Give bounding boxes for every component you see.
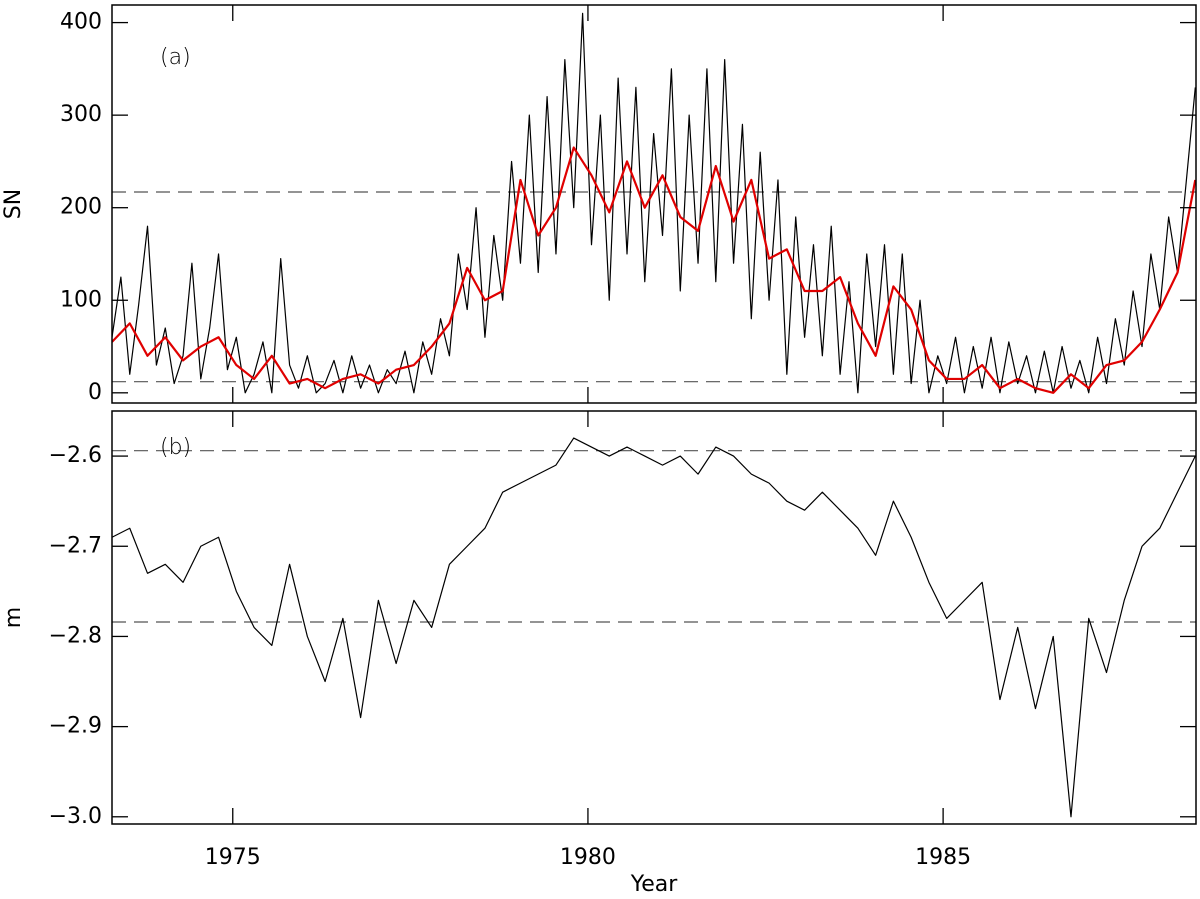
x-tick-label: 1975 [205,845,261,870]
x-axis-label: Year [630,872,679,897]
panel-label: (a) [160,45,191,70]
data-line [112,437,1196,818]
y-tick-label: 0 [88,380,102,405]
y-tick-label: 300 [60,102,102,127]
y-axis-label: SN [1,189,26,219]
data-line [112,12,1196,394]
y-tick-label: 200 [60,195,102,220]
y-tick-label: −2.6 [49,443,102,468]
y-tick-label: −2.9 [49,714,102,739]
panel-label: (b) [160,435,191,460]
y-tick-label: −2.8 [49,623,102,648]
plot-frame [111,4,1197,404]
y-tick-label: 100 [60,287,102,312]
plot-frame [111,410,1197,825]
x-tick-label: 1980 [560,845,616,870]
data-line [112,146,1196,394]
y-tick-label: −3.0 [49,804,102,829]
y-tick-label: −2.7 [49,533,102,558]
y-tick-label: 400 [60,10,102,35]
x-tick-label: 1985 [915,845,971,870]
y-axis-label: m [1,607,26,628]
